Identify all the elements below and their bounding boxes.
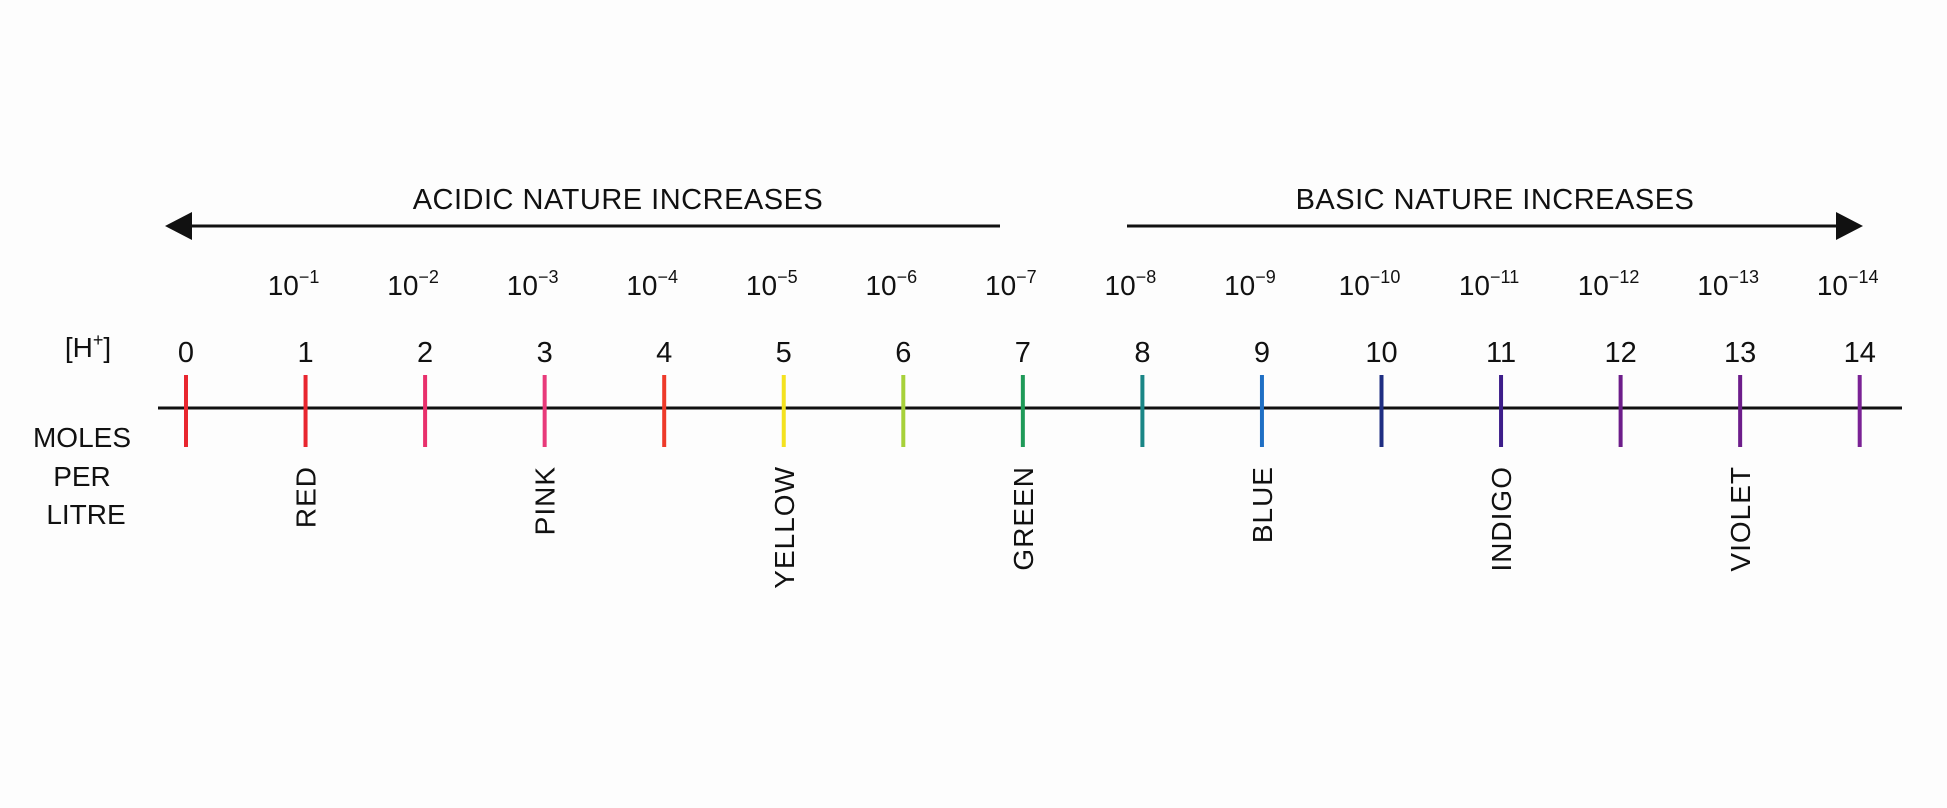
- concentration-exponent: −6: [897, 267, 918, 287]
- ph-value-label: 12: [1604, 337, 1636, 369]
- concentration-base: 10: [985, 270, 1016, 301]
- ph-value-label: 14: [1844, 337, 1876, 369]
- concentration-exponent: −13: [1728, 267, 1759, 287]
- ph-value-label: 4: [656, 337, 672, 369]
- concentration-base: 10: [1578, 270, 1609, 301]
- concentration-label: 10−1: [268, 267, 320, 301]
- hplus-label-sup: +: [93, 330, 104, 350]
- concentration-base: 10: [268, 270, 299, 301]
- color-label-indigo: INDIGO: [1486, 466, 1517, 572]
- hplus-label-base: [H: [65, 332, 93, 363]
- ph-value-label: 6: [895, 337, 911, 369]
- concentration-label: 10−8: [1105, 267, 1157, 301]
- ph-value-label: 0: [178, 337, 194, 369]
- concentration-base: 10: [865, 270, 896, 301]
- concentration-label: 10−5: [746, 267, 798, 301]
- concentration-exponent: −5: [777, 267, 798, 287]
- ph-value-label: 11: [1486, 337, 1516, 369]
- concentration-label: 10−7: [985, 267, 1037, 301]
- ph-value-label: 3: [537, 337, 553, 369]
- ph-value-label: 7: [1015, 337, 1031, 369]
- concentration-label: 10−11: [1459, 267, 1519, 301]
- acidic-arrow: [165, 212, 1000, 240]
- color-label-yellow: YELLOW: [769, 466, 800, 589]
- unit-label-line1: MOLES: [33, 422, 131, 453]
- concentration-exponent: −11: [1490, 267, 1519, 287]
- concentration-label: 10−14: [1817, 267, 1879, 301]
- concentration-exponent: −2: [418, 267, 439, 287]
- concentration-exponent: −9: [1255, 267, 1276, 287]
- hplus-label: [H+]: [65, 330, 111, 363]
- concentration-exponent: −7: [1016, 267, 1037, 287]
- ph-value-label: 5: [776, 337, 792, 369]
- concentration-exponent: −3: [538, 267, 559, 287]
- concentration-exponent: −1: [299, 267, 320, 287]
- concentration-base: 10: [1105, 270, 1136, 301]
- concentration-exponent: −12: [1609, 267, 1640, 287]
- concentration-label: 10−4: [626, 267, 678, 301]
- concentration-base: 10: [507, 270, 538, 301]
- unit-label-line3: LITRE: [46, 499, 125, 530]
- concentration-exponent: −4: [658, 267, 679, 287]
- concentration-label: 10−9: [1224, 267, 1276, 301]
- concentration-label: 10−13: [1697, 267, 1759, 301]
- color-label-green: GREEN: [1008, 466, 1039, 571]
- concentration-label: 10−12: [1578, 267, 1640, 301]
- concentration-label: 10−3: [507, 267, 559, 301]
- concentration-exponent: −8: [1136, 267, 1157, 287]
- concentration-base: 10: [387, 270, 418, 301]
- ph-value-label: 1: [297, 337, 313, 369]
- unit-label-line2: PER: [53, 461, 111, 492]
- concentration-base: 10: [746, 270, 777, 301]
- basic-heading: BASIC NATURE INCREASES: [1296, 184, 1695, 216]
- concentration-exponent: −10: [1370, 267, 1401, 287]
- concentration-label: 10−10: [1339, 267, 1401, 301]
- concentration-base: 10: [1817, 270, 1848, 301]
- concentration-base: 10: [1697, 270, 1728, 301]
- concentration-label: 10−6: [865, 267, 917, 301]
- ph-value-label: 13: [1724, 337, 1756, 369]
- ph-value-label: 2: [417, 337, 433, 369]
- concentration-base: 10: [626, 270, 657, 301]
- color-label-pink: PINK: [530, 466, 561, 535]
- concentration-exponent: −14: [1848, 267, 1879, 287]
- concentration-base: 10: [1459, 270, 1490, 301]
- concentration-label: 10−2: [387, 267, 439, 301]
- concentration-base: 10: [1224, 270, 1255, 301]
- hplus-label-end: ]: [103, 332, 111, 363]
- concentration-base: 10: [1339, 270, 1370, 301]
- basic-arrow: [1127, 212, 1863, 240]
- ph-value-label: 8: [1134, 337, 1150, 369]
- color-label-red: RED: [291, 466, 322, 528]
- ph-value-label: 10: [1365, 337, 1397, 369]
- acidic-heading: ACIDIC NATURE INCREASES: [413, 184, 824, 216]
- ph-value-label: 9: [1254, 337, 1270, 369]
- color-label-blue: BLUE: [1247, 466, 1278, 543]
- color-label-violet: VIOLET: [1725, 466, 1756, 572]
- scale-marks: 0 110−1210−2310−3410−4510−5610−6710−7810−…: [178, 267, 1879, 589]
